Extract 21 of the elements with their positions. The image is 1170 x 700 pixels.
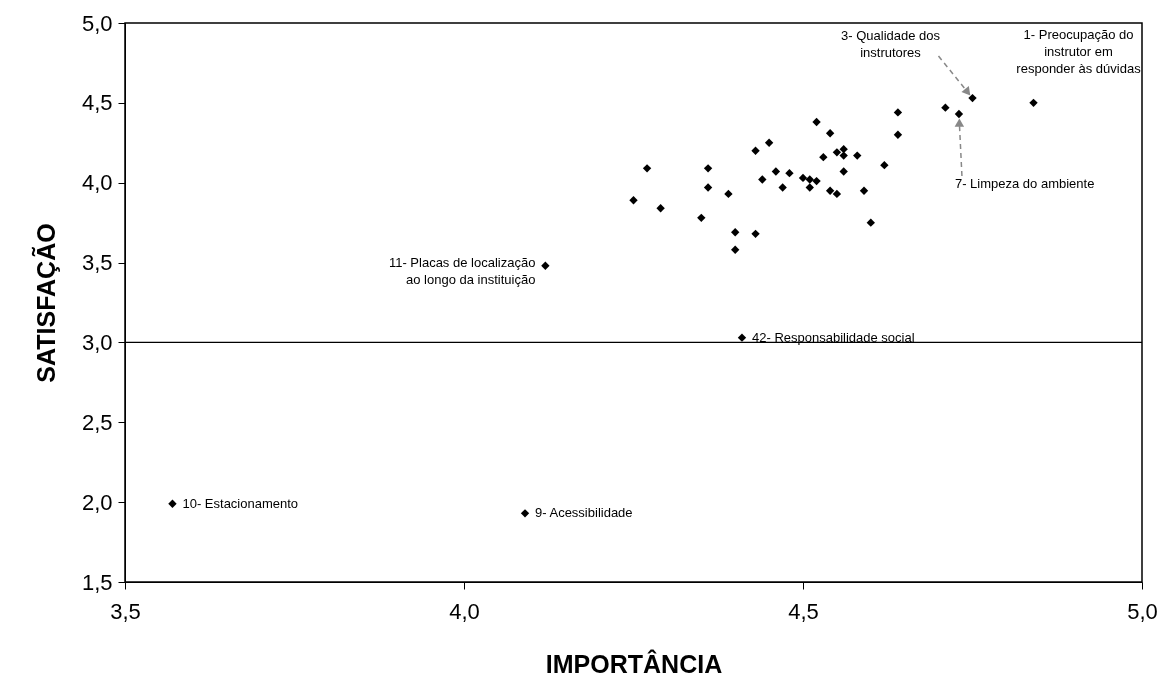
y-tick-label: 4,0 — [81, 170, 113, 196]
annotation: 42- Responsabilidade social — [751, 329, 915, 345]
annotation: 9- Acessibilidade — [535, 505, 633, 521]
y-tick-label: 2,0 — [81, 489, 113, 515]
y-tick-label: 3,5 — [81, 250, 113, 276]
y-tick-label: 3,0 — [81, 329, 113, 355]
x-tick-label: 3,5 — [110, 598, 141, 624]
y-axis-title: SATISFAÇÃO — [30, 223, 60, 383]
x-tick-label: 4,5 — [788, 598, 819, 624]
x-tick-label: 4,0 — [449, 598, 480, 624]
x-axis-title: IMPORTÂNCIA — [545, 648, 723, 678]
y-tick-label: 2,5 — [81, 409, 113, 435]
annotation: 10- Estacionamento — [182, 495, 299, 511]
annotation: 11- Placas de localização ao longo da instituição — [388, 254, 536, 287]
y-tick-label: 5,0 — [81, 10, 113, 36]
y-tick-label: 1,5 — [81, 569, 113, 595]
y-tick-label: 4,5 — [81, 90, 113, 116]
annotation: 7- Limpeza do ambiente — [954, 176, 1095, 192]
annotation: 3- Qualidade dos instrutores — [840, 28, 941, 61]
annotation: 1- Preocupação do instrutor em responder às dúvidas — [1016, 26, 1142, 76]
x-tick-label: 5,0 — [1127, 598, 1158, 624]
